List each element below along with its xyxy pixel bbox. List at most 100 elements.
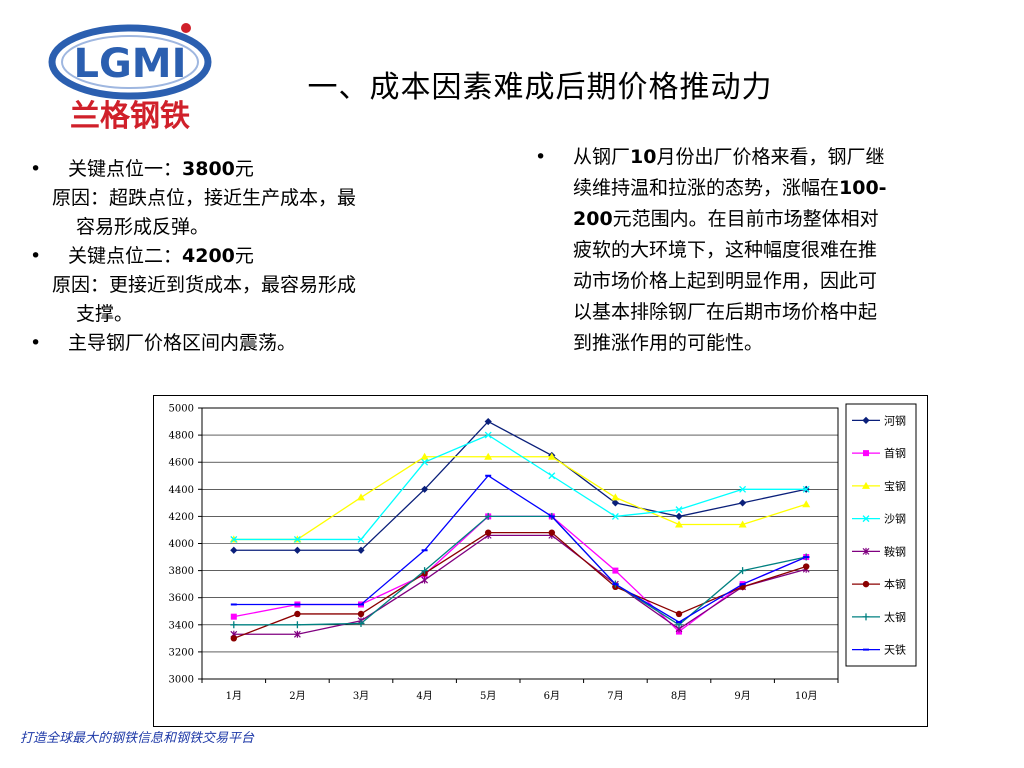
- data-point: [803, 563, 810, 570]
- legend-marker: [862, 481, 870, 489]
- list-item: • 关键点位一：3800元: [30, 158, 254, 180]
- legend-marker: [863, 648, 869, 651]
- data-point: [230, 635, 237, 642]
- legend-entry: 河钢: [852, 414, 906, 427]
- legend-label: 太钢: [884, 611, 906, 624]
- svg-text:LGMI: LGMI: [73, 41, 186, 87]
- data-point: [484, 431, 492, 439]
- chart-svg: 3000 3200 3400 3600 3800 4000 4200 4400 4600 4800…: [169, 403, 917, 702]
- data-point: [548, 529, 555, 536]
- x-tick-label: 4月: [416, 690, 432, 702]
- data-point: [293, 630, 301, 638]
- data-point: [421, 485, 429, 493]
- series-line: [233, 434, 807, 541]
- data-point: [802, 485, 810, 493]
- data-point: [230, 613, 237, 620]
- data-point: [675, 506, 683, 514]
- x-tick-label: 3月: [353, 690, 369, 702]
- y-tick-label: 5000: [169, 404, 194, 415]
- reason-text: 原因：更接近到货成本，最容易形成: [52, 274, 357, 296]
- data-point: [357, 610, 365, 618]
- data-point: [293, 546, 301, 554]
- series-line: [233, 456, 807, 541]
- y-tick-label: 3800: [169, 566, 194, 577]
- data-point: [230, 603, 237, 606]
- price-line-chart: 3000 3200 3400 3600 3800 4000 4200 4400 4600 4800…: [153, 395, 928, 727]
- data-point: [611, 512, 619, 520]
- data-point: [738, 520, 747, 528]
- y-tick-label: 4600: [169, 458, 194, 469]
- data-point: [611, 493, 620, 501]
- legend-entry: 鞍钢: [852, 544, 906, 558]
- reason-text: 支撑。: [76, 303, 134, 325]
- reason-text: 容易形成反弹。: [76, 216, 210, 238]
- key-points-list: • 关键点位一：3800元 原因：超跌点位，接近生产成本，最 容易形成反弹。 •…: [30, 155, 480, 358]
- data-point: [484, 452, 493, 460]
- y-tick-label: 4000: [169, 539, 194, 550]
- x-tick-label: 6月: [544, 690, 560, 702]
- data-point: [548, 515, 555, 518]
- y-tick-label: 3600: [169, 593, 194, 604]
- data-point: [739, 567, 747, 575]
- data-point: [485, 529, 492, 536]
- series-天铁: [230, 474, 810, 624]
- legend-entry: 本钢: [852, 577, 906, 591]
- legend-marker: [862, 580, 870, 588]
- series-line: [233, 474, 807, 623]
- legend-label: 本钢: [884, 577, 906, 591]
- reason-text: 原因：超跌点位，接近生产成本，最: [52, 187, 357, 209]
- y-tick-label: 3400: [169, 620, 194, 631]
- series-line: [233, 515, 807, 626]
- page-title: 一、成本因素难成后期价格推动力: [307, 70, 773, 105]
- legend-marker: [862, 613, 870, 621]
- x-tick-label: 1月: [226, 690, 242, 702]
- legend-entry: 首钢: [852, 446, 906, 460]
- x-tick-label: 5月: [480, 690, 496, 702]
- data-point: [739, 485, 747, 493]
- data-point: [547, 452, 556, 460]
- series-宝钢: [229, 452, 811, 543]
- data-point: [548, 472, 556, 480]
- legend-label: 鞍钢: [884, 544, 906, 558]
- data-point: [803, 556, 810, 559]
- legend-entry: 沙钢: [852, 513, 906, 526]
- list-item: • 主导钢厂价格区间内震荡。: [30, 332, 297, 354]
- legend-entry: 天铁: [852, 644, 906, 657]
- series-首钢: [230, 513, 810, 635]
- series-沙钢: [230, 431, 810, 543]
- company-logo: LGMI 兰格钢铁: [48, 20, 213, 138]
- y-tick-label: 4400: [169, 485, 194, 496]
- data-point: [230, 546, 238, 554]
- legend-box: [845, 403, 917, 667]
- data-point: [611, 499, 619, 507]
- legend-label: 河钢: [884, 414, 906, 427]
- data-point: [421, 458, 429, 466]
- data-point: [230, 621, 238, 629]
- legend-marker: [862, 547, 870, 555]
- series-line: [233, 532, 807, 639]
- data-point: [421, 576, 429, 584]
- legend-entry: 宝钢: [852, 479, 906, 493]
- analysis-paragraph: • 从钢厂10月份出厂价格来看，钢厂继 续维持温和拉涨的态势，涨幅在100- 2…: [535, 146, 887, 354]
- data-point: [675, 610, 683, 618]
- data-point: [294, 610, 301, 618]
- legend-label: 天铁: [884, 644, 906, 657]
- series-本钢: [230, 529, 810, 642]
- data-point: [612, 567, 619, 574]
- series-line: [233, 534, 807, 635]
- data-point: [675, 520, 683, 528]
- data-point: [293, 621, 301, 629]
- data-point: [802, 500, 811, 508]
- data-point: [420, 452, 429, 460]
- legend-marker: [862, 515, 870, 523]
- y-tick-label: 3200: [169, 647, 194, 658]
- footer-slogan: 打造全球最大的钢铁信息和钢铁交易平台: [20, 731, 255, 746]
- data-point: [357, 619, 365, 627]
- series-鞍钢: [230, 531, 810, 638]
- data-point: [484, 512, 492, 520]
- data-point: [230, 535, 238, 543]
- y-tick-label: 3000: [169, 675, 194, 686]
- data-point: [358, 603, 364, 606]
- x-tick-label: 9月: [734, 690, 750, 702]
- list-item: • 关键点位二：4200元: [30, 245, 254, 267]
